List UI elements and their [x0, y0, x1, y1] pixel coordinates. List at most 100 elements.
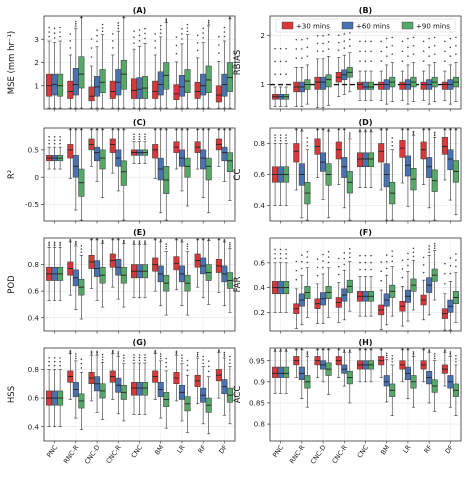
outlier-point: [444, 349, 446, 351]
outlier-point: [96, 351, 98, 354]
outlier-point: [207, 365, 210, 368]
outlier-point: [223, 128, 226, 130]
outlier-point: [96, 29, 98, 31]
outlier-point: [80, 248, 83, 250]
outlier-point: [433, 131, 436, 134]
outlier-point: [59, 139, 61, 142]
outlier-point: [391, 358, 394, 360]
outlier-point: [101, 356, 104, 358]
legend-entry: +60 mins: [356, 23, 390, 31]
outlier-point: [229, 245, 231, 248]
outlier-point: [101, 353, 104, 356]
box-60mins-DF: [221, 146, 228, 162]
outlier-point: [407, 46, 409, 49]
outlier-point: [80, 128, 83, 130]
outlier-point: [306, 144, 309, 147]
outlier-point: [337, 49, 340, 51]
outlier-point: [337, 257, 340, 260]
outlier-point: [412, 251, 415, 254]
box-60mins-DF: [221, 73, 228, 97]
outlier-point: [322, 266, 324, 269]
outlier-point: [59, 243, 61, 245]
outlier-point: [122, 354, 125, 357]
outlier-point: [229, 242, 231, 244]
outlier-point: [380, 50, 383, 53]
outlier-point: [101, 358, 104, 361]
outlier-point: [207, 19, 210, 22]
outlier-point: [144, 242, 146, 245]
outlier-point: [122, 357, 125, 359]
outlier-point: [196, 34, 199, 37]
outlier-point: [117, 27, 120, 30]
outlier-point: [96, 34, 98, 37]
outlier-point: [196, 353, 199, 356]
box-30mins-CNC: [130, 382, 137, 396]
outlier-point: [316, 50, 319, 52]
outlier-point: [223, 35, 226, 38]
x-tick-label: RF: [197, 443, 208, 455]
box-30mins-RNC-R: [67, 144, 74, 159]
outlier-point: [285, 139, 287, 142]
outlier-point: [370, 60, 372, 62]
outlier-point: [359, 40, 361, 43]
box-30mins-RNC-R: [293, 143, 300, 163]
outlier-point: [316, 34, 319, 37]
outlier-point: [295, 260, 298, 263]
outlier-point: [322, 348, 324, 350]
outlier-point: [154, 40, 157, 42]
outlier-point: [449, 46, 452, 49]
outlier-point: [133, 356, 135, 359]
outlier-point: [370, 128, 372, 131]
outlier-point: [316, 128, 319, 130]
outlier-point: [101, 23, 104, 26]
outlier-point: [90, 353, 93, 355]
outlier-point: [306, 37, 309, 40]
outlier-point: [327, 348, 330, 350]
outlier-point: [322, 34, 324, 37]
outlier-point: [186, 248, 189, 250]
outlier-point: [301, 38, 303, 41]
outlier-point: [279, 253, 282, 255]
outlier-point: [327, 48, 330, 50]
panel-label: (E): [133, 228, 146, 237]
outlier-point: [144, 27, 146, 30]
outlier-point: [117, 128, 120, 130]
outlier-point: [285, 348, 287, 351]
outlier-point: [455, 361, 457, 363]
box-90mins-CNC: [142, 382, 149, 396]
outlier-point: [428, 37, 430, 40]
outlier-point: [223, 355, 226, 358]
outlier-point: [175, 238, 178, 240]
outlier-point: [327, 261, 330, 264]
outlier-point: [301, 128, 303, 131]
outlier-point: [80, 358, 83, 360]
outlier-point: [279, 248, 282, 251]
box-60mins-CNC: [136, 382, 143, 396]
box-90mins-CNC-R: [120, 59, 127, 90]
outlier-point: [412, 255, 415, 258]
outlier-point: [444, 128, 446, 130]
outlier-point: [295, 278, 298, 281]
outlier-point: [285, 248, 287, 251]
y-tick-label: 0.8: [28, 260, 40, 269]
outlier-point: [449, 264, 452, 267]
outlier-point: [159, 355, 162, 358]
outlier-point: [59, 357, 61, 359]
outlier-point: [175, 353, 178, 355]
outlier-point: [133, 42, 135, 44]
outlier-point: [279, 134, 282, 136]
outlier-point: [444, 282, 446, 285]
outlier-point: [407, 348, 409, 350]
outlier-point: [122, 360, 125, 362]
outlier-point: [401, 268, 404, 270]
outlier-point: [274, 253, 276, 255]
panel-label: (G): [133, 338, 147, 347]
outlier-point: [444, 272, 446, 275]
outlier-point: [391, 250, 394, 252]
legend-swatch: [401, 21, 414, 30]
box-90mins-LR: [184, 157, 191, 178]
y-tick-label: 0.6: [254, 258, 266, 267]
panel-c: -0.5 0 0.5 R² (C): [7, 118, 236, 224]
outlier-point: [322, 42, 324, 45]
